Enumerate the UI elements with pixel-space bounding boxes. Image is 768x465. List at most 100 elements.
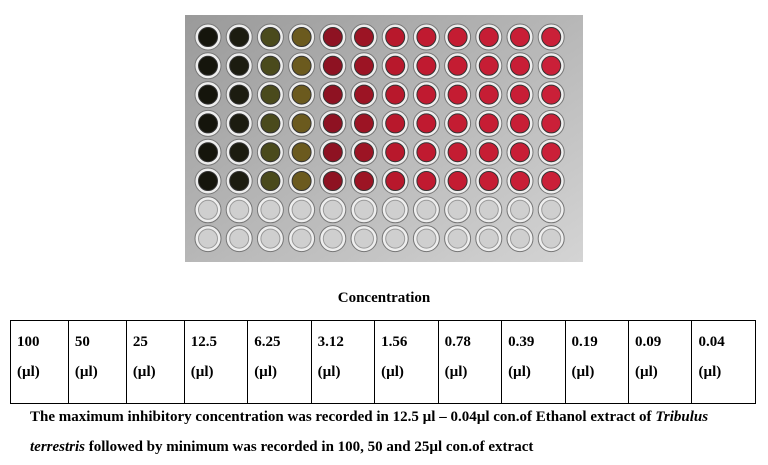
caption-text: The maximum inhibitory concentration was… — [30, 409, 656, 425]
well — [198, 113, 218, 134]
plate-photo — [185, 15, 583, 262]
table-cell: 0.39 (µl) — [501, 320, 566, 404]
well — [229, 142, 250, 163]
table-cell: 0.09 (µl) — [627, 320, 693, 404]
well — [322, 55, 343, 76]
cell-unit: (µl) — [17, 364, 40, 380]
well — [198, 27, 218, 47]
table-cell: 3.12 (µl) — [310, 320, 376, 404]
well — [198, 55, 218, 76]
well — [354, 55, 374, 76]
cell-unit: (µl) — [508, 364, 531, 380]
well — [541, 171, 562, 191]
well — [198, 171, 218, 191]
well — [510, 55, 530, 76]
table-cell: 0.19 (µl) — [564, 320, 630, 404]
well — [416, 142, 437, 163]
well — [354, 84, 374, 105]
well — [447, 27, 468, 47]
cell-value: 0.09 — [635, 334, 662, 350]
well — [447, 55, 468, 76]
well — [229, 27, 250, 47]
table-cell: 50 (µl) — [67, 320, 127, 404]
well — [478, 228, 499, 249]
well — [416, 55, 437, 76]
well — [447, 171, 468, 191]
caption-text: followed by minimum was recorded in 100,… — [85, 439, 534, 455]
well — [416, 171, 437, 191]
well — [198, 199, 218, 220]
well — [322, 171, 343, 191]
well — [291, 84, 312, 105]
well — [416, 27, 437, 47]
cell-value: 12.5 — [190, 334, 217, 350]
well — [198, 142, 218, 163]
cell-value: 0.39 — [508, 334, 535, 350]
well — [291, 27, 312, 47]
well — [541, 84, 562, 105]
cell-value: 25 — [132, 334, 148, 350]
well — [385, 84, 406, 105]
well — [541, 142, 562, 163]
well — [385, 142, 406, 163]
well — [510, 142, 530, 163]
well — [322, 142, 343, 163]
well — [510, 84, 530, 105]
cell-value: 1.56 — [381, 334, 408, 350]
well — [354, 171, 374, 191]
well — [541, 228, 562, 249]
well — [478, 27, 499, 47]
well — [416, 199, 437, 220]
table-cell: 25 (µl) — [125, 320, 185, 404]
caption-species: Tribulus terrestris — [30, 409, 709, 455]
cell-unit: (µl) — [132, 364, 156, 380]
table-cell: 0.04 (µl) — [691, 320, 756, 404]
well — [385, 113, 406, 134]
well — [541, 199, 562, 220]
cell-value: 3.12 — [317, 334, 344, 350]
well — [510, 113, 530, 134]
cell-unit: (µl) — [254, 364, 277, 380]
plate-background — [185, 15, 583, 262]
well — [478, 113, 499, 134]
cell-unit: (µl) — [381, 364, 404, 380]
wells — [194, 23, 565, 253]
table-cell: 1.56 (µl) — [374, 320, 439, 404]
well — [229, 199, 250, 220]
well — [510, 228, 530, 249]
cell-unit: (µl) — [74, 364, 98, 380]
well — [260, 171, 281, 191]
well — [354, 142, 374, 163]
well — [416, 228, 437, 249]
well — [291, 113, 312, 134]
caption: The maximum inhibitory concentration was… — [30, 402, 760, 462]
cell-value: 0.04 — [698, 334, 725, 350]
cell-unit: (µl) — [635, 364, 658, 380]
well — [478, 199, 499, 220]
well — [541, 113, 562, 134]
well — [260, 199, 281, 220]
cell-value: 0.19 — [571, 334, 598, 350]
well — [291, 55, 312, 76]
well — [385, 228, 406, 249]
well — [478, 171, 499, 191]
well — [260, 113, 281, 134]
table-row: 100 (µl) 50 (µl) 25 (µl) 12.5 (µl) 6.25 (µl) 3.12 (… — [10, 320, 756, 404]
table-cell: 6.25 (µl) — [247, 320, 312, 404]
well — [354, 199, 374, 220]
well — [198, 84, 218, 105]
well — [385, 27, 406, 47]
well — [510, 27, 530, 47]
cell-unit: (µl) — [190, 364, 214, 380]
well — [260, 84, 281, 105]
well — [541, 27, 562, 47]
cell-value: 50 — [74, 334, 90, 350]
cell-value: 6.25 — [254, 334, 281, 350]
well — [478, 84, 499, 105]
concentration-table: 100 (µl) 50 (µl) 25 (µl) 12.5 (µl) 6.25 (µl) 3.12 (… — [10, 320, 756, 404]
well — [198, 228, 218, 249]
well — [447, 199, 468, 220]
table-cell: 12.5 (µl) — [183, 320, 249, 404]
well — [510, 171, 530, 191]
